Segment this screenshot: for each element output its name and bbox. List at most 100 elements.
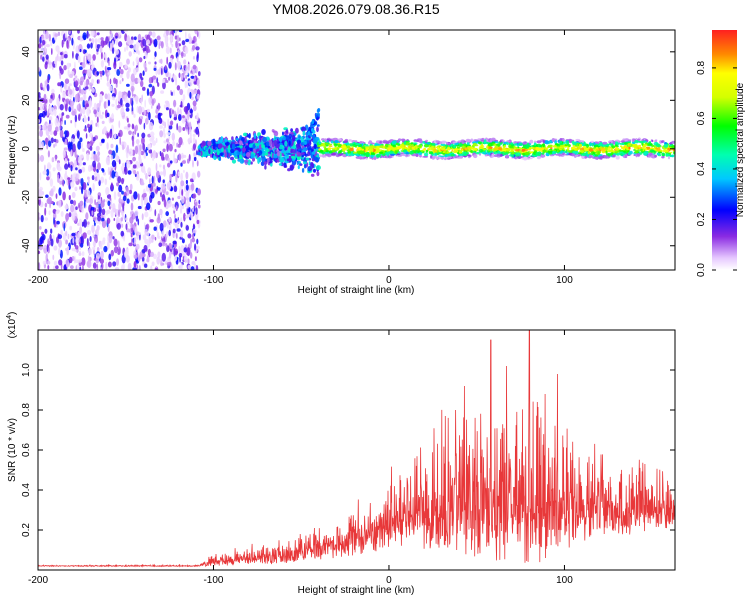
heat-cell — [58, 187, 62, 196]
spectrogram-heatmap — [38, 30, 675, 270]
heat-cell — [63, 65, 67, 71]
heat-cell — [618, 149, 624, 152]
heat-cell — [47, 124, 52, 132]
heat-cell — [38, 92, 41, 97]
heat-cell — [47, 140, 52, 147]
colorbar-tick-label: 0.6 — [696, 111, 707, 125]
heat-cell — [86, 152, 90, 161]
heat-cell — [54, 117, 59, 127]
heat-cell — [305, 157, 310, 161]
heat-cell — [190, 182, 195, 191]
heat-cell — [196, 93, 200, 100]
heat-cell — [115, 36, 119, 46]
heat-cell — [179, 207, 183, 214]
heat-cell — [88, 242, 91, 248]
heat-cell — [399, 144, 405, 148]
heat-cell — [158, 242, 163, 248]
heat-cell — [125, 255, 130, 263]
heat-cell — [186, 213, 191, 218]
heat-cell — [59, 72, 62, 80]
heat-cell — [180, 172, 184, 181]
heat-cell — [45, 54, 49, 60]
heat-cell — [263, 157, 266, 160]
heat-cell — [57, 82, 61, 87]
heat-cell — [409, 150, 414, 155]
heat-cell — [556, 148, 560, 151]
heat-cell — [547, 144, 553, 147]
heat-cell — [113, 238, 118, 247]
heat-cell — [173, 255, 178, 262]
heat-cell — [163, 104, 167, 109]
heat-cell — [178, 137, 183, 146]
heat-cell — [44, 228, 48, 234]
heat-cell — [80, 108, 83, 115]
heat-cell — [48, 60, 52, 69]
heat-cell — [139, 72, 143, 79]
heat-cell — [178, 37, 181, 42]
heat-cell — [405, 141, 410, 146]
heat-cell — [187, 233, 192, 239]
heat-cell — [61, 112, 65, 116]
spectrogram-y-ticks: -40 -20 0 20 40 — [21, 46, 675, 253]
heat-cell — [392, 140, 397, 144]
heat-cell — [108, 235, 113, 244]
heat-cell — [186, 69, 189, 76]
heat-cell — [119, 137, 121, 146]
heat-cell — [176, 56, 179, 63]
heat-cell — [126, 83, 130, 87]
heat-cell — [75, 86, 80, 92]
heat-cell — [640, 148, 643, 152]
heat-cell — [324, 142, 329, 145]
heat-cell — [287, 168, 291, 172]
heat-cell — [173, 89, 175, 96]
snr-series-line — [38, 330, 675, 568]
heat-cell — [374, 151, 378, 154]
heat-cell — [129, 39, 134, 44]
heat-cell — [74, 80, 79, 87]
heat-cell — [127, 262, 132, 270]
heat-cell — [152, 75, 157, 80]
heat-cell — [309, 167, 313, 171]
heat-cell — [442, 151, 446, 154]
heat-cell — [52, 254, 55, 260]
heat-cell — [466, 141, 470, 146]
heat-cell — [106, 93, 111, 102]
heat-cell — [436, 146, 440, 150]
heat-cell — [85, 133, 88, 139]
heat-cell — [385, 151, 390, 155]
heat-cell — [65, 258, 70, 268]
heat-cell — [143, 122, 146, 130]
heat-cell — [403, 141, 407, 145]
heat-cell — [279, 156, 284, 163]
heat-cell — [101, 217, 105, 222]
heat-cell — [185, 197, 189, 201]
heat-cell — [135, 260, 139, 264]
heat-cell — [100, 240, 106, 245]
heat-cell — [504, 152, 509, 156]
heat-cell — [169, 248, 172, 253]
heat-cell — [316, 143, 321, 146]
heat-cell — [53, 245, 58, 251]
heat-cell — [187, 265, 191, 269]
heat-cell — [126, 45, 129, 51]
heat-cell — [165, 211, 169, 217]
heat-cell — [334, 143, 338, 146]
heat-cell — [375, 143, 380, 146]
heat-cell — [96, 173, 100, 182]
heat-cell — [187, 128, 190, 135]
heat-cell — [330, 140, 334, 144]
heat-cell — [177, 171, 180, 177]
heat-cell — [315, 137, 320, 141]
heat-cell — [82, 148, 85, 152]
heat-cell — [638, 145, 641, 149]
heat-cell — [69, 89, 73, 95]
heat-cell — [484, 154, 488, 157]
heat-cell — [162, 81, 166, 90]
heat-cell — [130, 202, 134, 211]
heat-cell — [191, 237, 196, 243]
heat-cell — [378, 145, 384, 149]
heat-cell — [81, 166, 86, 173]
heat-cell — [162, 179, 165, 184]
heat-cell — [542, 140, 546, 144]
heat-cell — [157, 200, 161, 206]
